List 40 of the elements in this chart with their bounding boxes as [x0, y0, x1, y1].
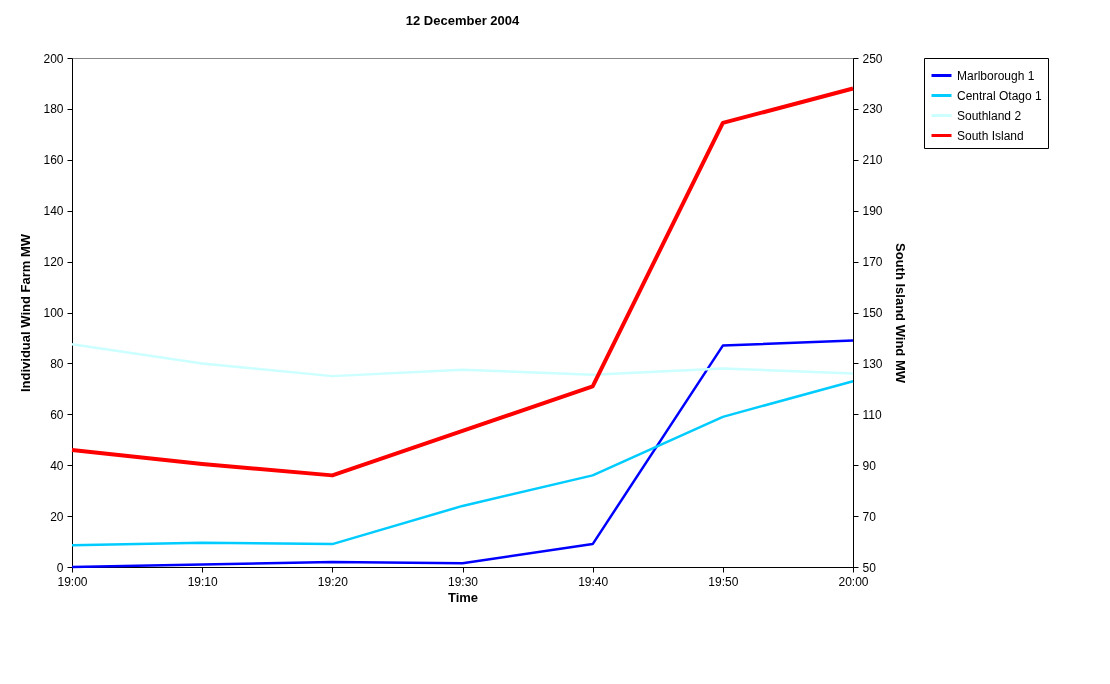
y-tick-label: 160	[43, 153, 64, 168]
y-tick-label: 0	[56, 560, 64, 575]
x-tick-label: 20:00	[838, 574, 869, 589]
y2-tick-label: 50	[862, 560, 877, 575]
line-series	[70, 86, 855, 478]
y2-tick-label: 90	[862, 458, 877, 473]
legend-label: Central Otago 1	[957, 88, 1043, 103]
y2-tick-label: 130	[862, 356, 883, 371]
x-tick-label: 19:50	[708, 574, 739, 589]
y-tick-label: 60	[50, 407, 64, 422]
y2-tick-label: 210	[862, 153, 883, 168]
y2-tick-label: 190	[862, 204, 883, 219]
chart-title: 12 December 2004	[405, 13, 520, 28]
y2-tick-label: 170	[862, 255, 883, 270]
y-tick-label: 20	[50, 509, 64, 524]
legend-label: Southland 2	[957, 108, 1022, 123]
legend-label: South Island	[957, 128, 1024, 143]
legend-label: Marlborough 1	[957, 68, 1035, 83]
y-tick-label: 200	[43, 51, 64, 66]
x-tick-label: 19:30	[447, 574, 479, 589]
y-tick-label: 180	[43, 102, 64, 117]
y2-tick-label: 110	[862, 407, 882, 422]
y-tick-label: 120	[43, 255, 64, 270]
y2-tick-label: 70	[862, 509, 877, 524]
line-series	[70, 379, 855, 547]
x-tick-label: 19:00	[57, 574, 88, 589]
y2-tick-label: 250	[862, 51, 883, 66]
line-series	[70, 343, 855, 378]
y-tick-label: 100	[43, 306, 64, 320]
y-tick-label: 140	[43, 204, 64, 219]
y-tick-label: 40	[50, 458, 64, 473]
y2-tick-label: 150	[862, 306, 883, 320]
x-tick-label: 19:20	[317, 574, 349, 589]
y-axis-title: Individual Wind Farm MW	[18, 233, 34, 393]
x-axis-title: Time	[447, 589, 479, 605]
x-tick-label: 19:40	[578, 574, 609, 589]
y2-axis-title: South Island Wind MW	[892, 243, 908, 384]
y2-tick-label: 230	[862, 102, 883, 117]
y-tick-label: 80	[50, 356, 64, 371]
x-tick-label: 19:10	[187, 574, 219, 589]
